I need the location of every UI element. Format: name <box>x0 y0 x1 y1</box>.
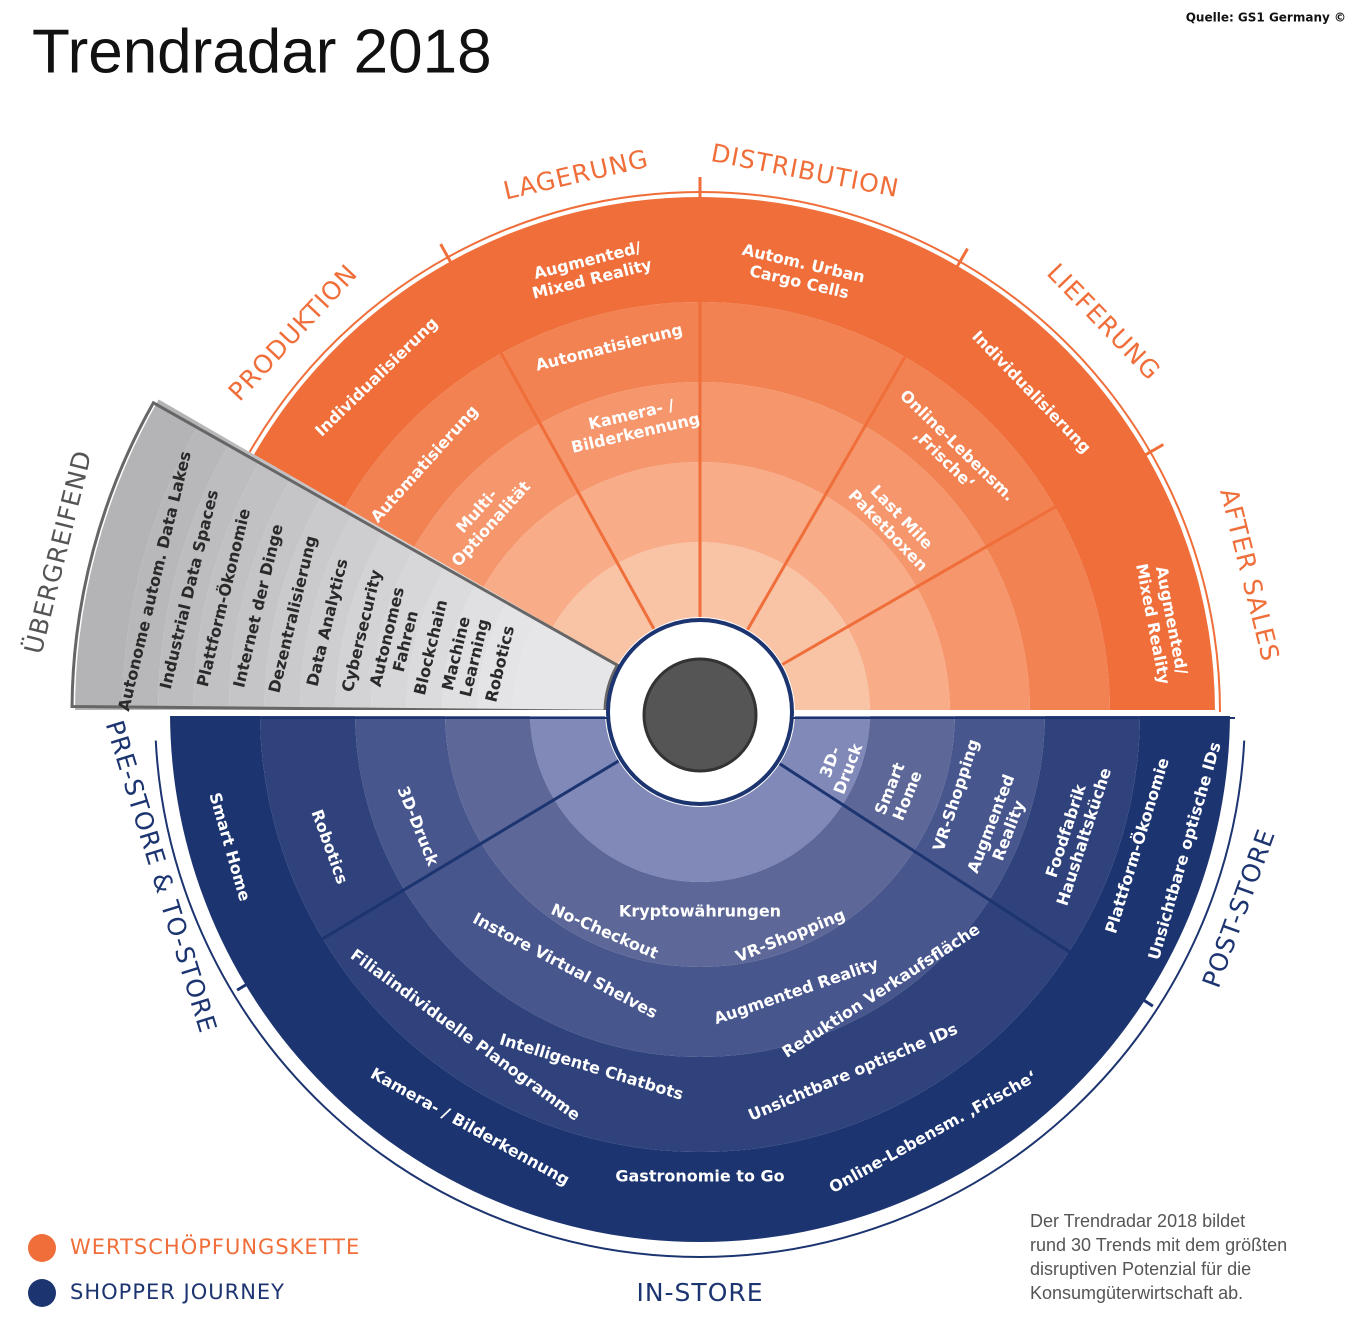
title: Trendradar 2018 <box>32 17 492 86</box>
source: Quelle: GS1 Germany © <box>1186 11 1346 25</box>
legend-label: WERTSCHÖPFUNGSKETTE <box>70 1234 360 1259</box>
bracket <box>248 191 1221 713</box>
divider <box>236 759 620 992</box>
shopper-journey-ring <box>445 712 955 967</box>
shopper-journey-ring <box>260 712 1140 1152</box>
divider <box>781 443 1165 666</box>
value-chain-ring <box>344 302 1111 712</box>
divider <box>778 762 1154 1008</box>
value-chain-ring <box>483 462 950 712</box>
cross-cutting-ring <box>75 399 200 712</box>
note-line: rund 30 Trends mit dem größten <box>1030 1235 1287 1255</box>
note-line: Der Trendradar 2018 bildet <box>1030 1211 1245 1231</box>
legend-marker <box>28 1234 56 1262</box>
shopper-journey-ring <box>170 712 1230 1242</box>
value-chain-ring <box>414 382 1030 712</box>
cross-cutting-ring <box>406 565 477 712</box>
radar-rings <box>60 177 1246 1258</box>
hub <box>642 657 758 773</box>
cross-cutting-ring <box>477 600 539 712</box>
cross-cutting-ring <box>335 529 416 712</box>
cross-cutting-ring <box>193 458 293 712</box>
divider <box>439 243 656 630</box>
bracket <box>154 740 1246 1258</box>
cross-cutting-ring <box>122 423 231 712</box>
trend-label: Kryptowährungen <box>619 902 781 921</box>
cross-cutting-ring <box>229 476 323 712</box>
cross-cutting-ring <box>158 441 262 712</box>
shopper-journey-ring <box>530 712 870 882</box>
legend-marker <box>28 1279 56 1307</box>
trend-label: Gastronomie to Go <box>615 1167 784 1186</box>
cross-cutting-ring <box>442 583 508 712</box>
divider <box>746 247 969 631</box>
value-chain-ring <box>253 197 1215 712</box>
segment-label: IN-STORE <box>636 1278 763 1307</box>
shopper-journey-ring <box>355 712 1045 1057</box>
cross-cutting-ring <box>264 494 354 712</box>
cross-cutting-ring <box>300 512 385 712</box>
segment-label: AFTER SALES <box>1214 485 1285 664</box>
cross-cutting-ring <box>513 618 618 712</box>
note-line: Konsumgüterwirtschaft ab. <box>1030 1283 1243 1303</box>
note-line: disruptiven Potenzial für die <box>1030 1259 1251 1279</box>
cross-cutting-outline <box>70 400 620 713</box>
value-chain-ring <box>552 542 870 712</box>
legend-label: SHOPPER JOURNEY <box>70 1280 285 1304</box>
cross-cutting-ring <box>371 547 446 712</box>
